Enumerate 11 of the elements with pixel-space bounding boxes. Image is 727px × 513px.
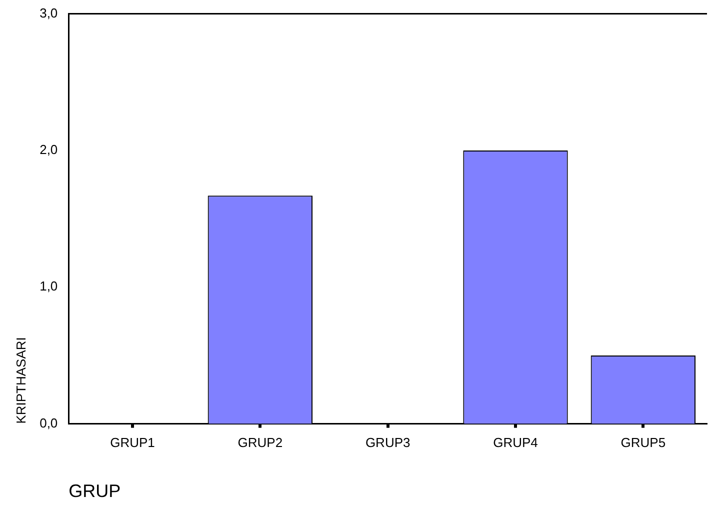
x-tick-label: GRUP3 (365, 435, 410, 450)
x-tick-label: GRUP5 (620, 435, 666, 450)
y-tick-label: 0,0 (40, 415, 58, 430)
x-tick-label: GRUP2 (238, 435, 283, 450)
x-axis-title: GRUP (68, 481, 121, 502)
y-axis-title: KRIPTHASARI (13, 337, 28, 424)
x-tick-label: GRUP1 (110, 435, 155, 450)
y-tick-label: 1,0 (40, 278, 58, 294)
y-tick-label: 2,0 (40, 142, 58, 158)
x-tick-label: GRUP4 (493, 435, 538, 450)
y-tick-label: 3,0 (40, 5, 58, 20)
